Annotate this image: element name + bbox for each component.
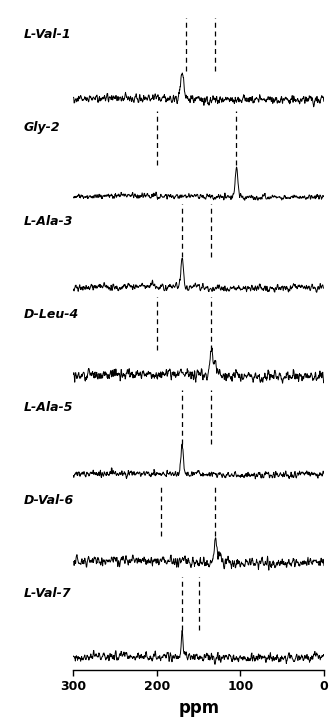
Text: L-Ala-5: L-Ala-5 — [23, 400, 73, 413]
X-axis label: ppm: ppm — [178, 699, 219, 717]
Text: D-Val-6: D-Val-6 — [23, 494, 73, 507]
Text: L-Ala-3: L-Ala-3 — [23, 214, 73, 227]
Text: Gly-2: Gly-2 — [23, 122, 60, 135]
Text: L-Val-1: L-Val-1 — [23, 28, 71, 41]
Text: D-Leu-4: D-Leu-4 — [23, 308, 78, 321]
Text: L-Val-7: L-Val-7 — [23, 587, 71, 600]
